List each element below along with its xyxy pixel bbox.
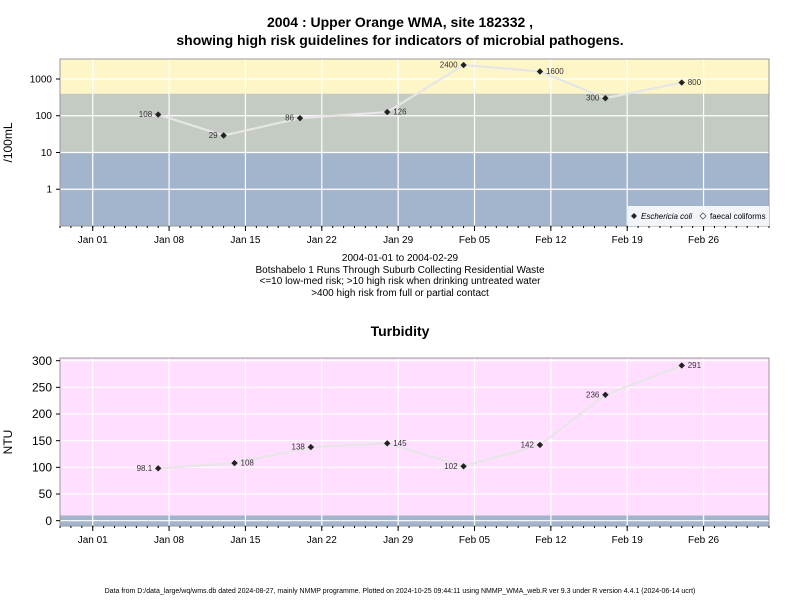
chart2-title: Turbidity <box>370 323 430 339</box>
y-tick-label-2: 100 <box>32 461 52 475</box>
risk-guideline-caption-1: <=10 low-med risk; >10 high risk when dr… <box>259 276 541 287</box>
x-tick-label-8: Feb 26 <box>688 535 720 546</box>
x-tick-label-1: Jan 08 <box>154 235 184 246</box>
data-point-7 <box>678 79 685 86</box>
y-tick-label-4: 200 <box>32 407 52 421</box>
x-tick-label-0: Jan 01 <box>78 235 108 246</box>
x-tick-label-3: Jan 22 <box>307 235 337 246</box>
data-label-4: 102 <box>444 462 458 471</box>
plot-border <box>59 58 770 227</box>
y-tick-label-1: 10 <box>41 148 53 159</box>
x-tick-label-2: Jan 15 <box>230 235 260 246</box>
data-point-1 <box>220 132 227 139</box>
y-tick-label-5: 250 <box>32 381 52 395</box>
risk-guideline-caption-2: >400 high risk from full or partial cont… <box>311 287 489 299</box>
x-tick-label-6: Feb 12 <box>535 235 567 246</box>
legend-marker-ecoli <box>631 213 637 219</box>
y-tick-label-3: 150 <box>32 434 52 448</box>
data-label-3: 126 <box>393 108 407 117</box>
x-tick-label-4: Jan 29 <box>383 535 413 546</box>
series-line-0 <box>158 364 683 470</box>
y-tick-label-2: 100 <box>35 111 52 122</box>
footer-note: Data from D:/data_large/wq/wms.db dated … <box>104 588 696 595</box>
gridlines <box>60 59 769 226</box>
x-tick-label-5: Feb 05 <box>459 235 491 246</box>
data-point-5 <box>536 68 544 75</box>
legend-marker-faecal <box>699 212 707 220</box>
axis-ticks <box>56 360 770 531</box>
chart1-title: 2004 : Upper Orange WMA, site 182332 , <box>266 14 534 30</box>
x-tick-label-5: Feb 05 <box>459 535 491 546</box>
date-range-caption: 2004-01-01 to 2004-02-29 <box>341 253 459 264</box>
series-line-0 <box>157 63 682 137</box>
data-point-5 <box>536 441 544 449</box>
data-point-7 <box>678 362 685 369</box>
legend-box <box>628 206 769 226</box>
x-tick-label-1: Jan 08 <box>154 535 184 546</box>
legend: Eschericia coli faecal coliforms <box>628 206 769 226</box>
x-tick-label-6: Feb 12 <box>535 535 567 546</box>
data-label-7: 800 <box>688 78 702 87</box>
y-axis-label: /100mL <box>1 122 15 162</box>
data-point-2 <box>296 114 304 122</box>
x-tick-label-8: Feb 26 <box>688 235 720 246</box>
risk-band-1 <box>60 93 769 153</box>
data-point-3 <box>384 108 391 116</box>
data-label-7: 291 <box>688 361 702 370</box>
risk-band-1 <box>60 358 769 516</box>
data-label-1: 108 <box>241 459 255 468</box>
data-point-3 <box>384 440 391 447</box>
data-point-4 <box>460 61 467 69</box>
y-tick-label-6: 300 <box>32 354 52 368</box>
data-point-6 <box>602 95 609 102</box>
data-point-2 <box>307 443 315 451</box>
plot-border <box>59 357 770 527</box>
data-label-5: 142 <box>521 440 535 449</box>
site-description-caption: Botshabelo 1 Runs Through Suburb Collect… <box>255 264 545 276</box>
data-label-6: 300 <box>586 94 600 103</box>
data-label-5: 1600 <box>546 67 564 76</box>
legend-label-faecal: faecal coliforms <box>710 212 766 221</box>
data-label-2: 86 <box>285 114 294 123</box>
plot-background <box>60 358 769 526</box>
x-tick-label-4: Jan 29 <box>383 235 413 246</box>
data-label-2: 138 <box>292 443 306 452</box>
data-point-0 <box>154 465 162 472</box>
data-point-4 <box>460 463 467 470</box>
y-tick-label-3: 1000 <box>30 74 53 85</box>
x-tick-label-7: Feb 19 <box>612 535 644 546</box>
y-tick-label-0: 0 <box>45 514 52 528</box>
x-tick-label-0: Jan 01 <box>78 535 108 546</box>
data-label-1: 29 <box>209 131 218 140</box>
chart1-subtitle: showing high risk guidelines for indicat… <box>176 32 624 48</box>
ecoli-chart: 1 10 100 1000 Jan 01 Jan 08 Jan 15 Jan 22 Jan 29… <box>1 58 770 246</box>
data-label-0: 98.1 <box>137 464 153 473</box>
data-label-3: 145 <box>393 439 407 448</box>
data-point-1 <box>231 459 238 467</box>
data-label-6: 236 <box>586 390 600 399</box>
data-label-0: 108 <box>139 110 153 119</box>
x-tick-label-2: Jan 15 <box>230 535 260 546</box>
data-label-4: 2400 <box>440 61 458 70</box>
data-point-6 <box>602 391 609 398</box>
x-tick-label-3: Jan 22 <box>307 535 337 546</box>
y-axis-label: NTU <box>1 430 15 455</box>
y-tick-label-0: 1 <box>46 185 52 196</box>
legend-label-ecoli: Eschericia coli <box>641 212 692 221</box>
x-tick-label-7: Feb 19 <box>612 235 644 246</box>
y-tick-label-1: 50 <box>39 487 53 501</box>
data-point-0 <box>154 111 162 118</box>
axis-ticks <box>56 78 770 231</box>
